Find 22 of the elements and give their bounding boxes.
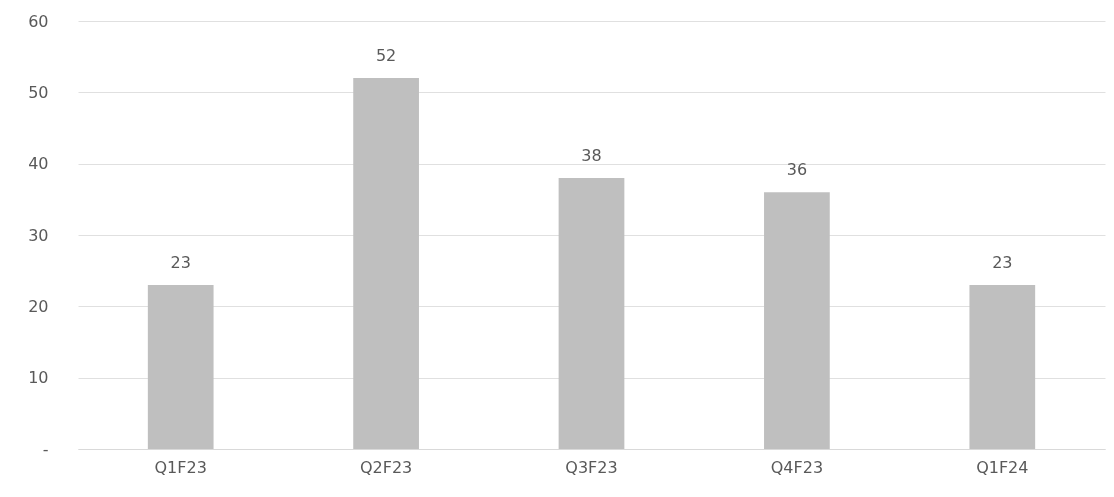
data-label: 36	[786, 160, 808, 180]
y-tick-label: 10	[28, 368, 49, 388]
x-tick-label: Q3F23	[565, 457, 618, 477]
data-label: 23	[992, 252, 1013, 272]
data-label: 52	[375, 46, 397, 66]
x-tick-label: Q1F24	[976, 457, 1029, 477]
y-tick-label: 20	[28, 296, 49, 316]
bar	[764, 192, 830, 449]
bar	[353, 78, 419, 449]
y-tick-label: 50	[28, 82, 49, 102]
x-tick-label: Q2F23	[359, 457, 413, 477]
y-tick-label: -	[42, 439, 49, 459]
data-label: 38	[581, 145, 602, 165]
x-tick-label: Q1F23	[154, 457, 207, 477]
bar	[558, 177, 625, 449]
data-label: 23	[170, 252, 191, 272]
bar	[969, 284, 1036, 449]
x-tick-label: Q4F23	[770, 457, 824, 477]
y-tick-label: 60	[28, 11, 49, 31]
y-tick-label: 30	[28, 225, 49, 245]
y-tick-label: 40	[28, 154, 49, 174]
bar	[147, 284, 214, 449]
